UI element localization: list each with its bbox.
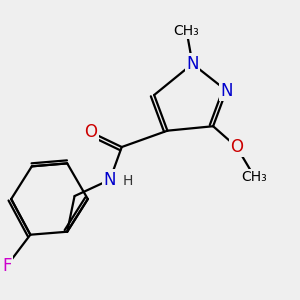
Text: F: F (2, 257, 11, 275)
Text: CH₃: CH₃ (174, 24, 200, 38)
Text: H: H (123, 174, 134, 188)
Text: N: N (186, 55, 199, 73)
Text: CH₃: CH₃ (242, 170, 267, 184)
Text: N: N (220, 82, 232, 100)
Text: O: O (84, 123, 97, 141)
Text: O: O (230, 138, 243, 156)
Text: N: N (104, 171, 116, 189)
